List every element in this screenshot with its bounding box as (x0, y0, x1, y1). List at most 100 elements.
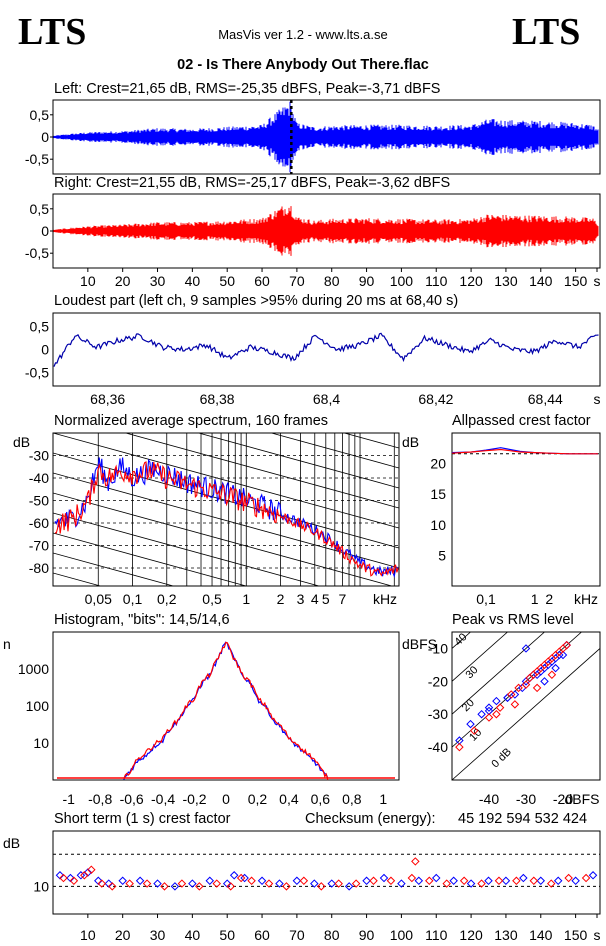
left-waveform-ytick: 0 (41, 129, 49, 145)
spectrum-slope (53, 613, 399, 708)
histogram-xtick: 0,8 (342, 791, 362, 807)
loudest-ytick: -0,5 (25, 364, 49, 380)
short-term-left-point (292, 876, 302, 886)
peak-rms-left-point (492, 696, 501, 706)
short-term-right-point (317, 882, 326, 891)
time-xtick: 90 (359, 273, 375, 289)
spectrum-xtick: 0,05 (85, 591, 112, 607)
time-xtick: 150 (564, 273, 588, 289)
short-term-right-point (236, 873, 246, 883)
short-term-left-point (257, 876, 267, 886)
peak-rms-left-point (455, 736, 464, 745)
peak-rms-right-point (506, 690, 516, 699)
loudest-ytick: 0 (41, 342, 49, 358)
short-term-right-point (494, 876, 504, 886)
peak-rms-right-point (484, 713, 494, 722)
spectrum-slope (53, 532, 248, 586)
short-term-right-point (195, 882, 204, 891)
short-term-ylabel: dB (3, 835, 20, 851)
peak-rms-diagonal-label: 30 (464, 664, 481, 681)
peak-rms-right-point (562, 640, 571, 650)
short-term-right-point (212, 879, 221, 888)
short-term-right-point (97, 879, 107, 888)
spectrum-slope (53, 433, 399, 529)
short-term-left-point (344, 882, 354, 891)
short-term-right-point (442, 879, 451, 888)
time-xtick: 50 (219, 273, 235, 289)
spectrum-xtick: 7 (339, 591, 347, 607)
short-term-right-point (334, 879, 343, 888)
spectrum-ytick: -50 (29, 493, 49, 509)
left-waveform-envelope (53, 101, 599, 173)
peak-rms-left-point (521, 644, 531, 653)
checksum-label: Checksum (energy): (305, 811, 436, 827)
short-term-left-point (135, 876, 145, 886)
histogram-frame (52, 631, 400, 781)
peak-rms-xlabel: dBFS (564, 791, 599, 807)
short-term-right-point (59, 873, 68, 883)
short-term-right-point (177, 879, 187, 888)
short-term-right-point (80, 871, 89, 880)
right-waveform-ytick: 0 (41, 223, 49, 239)
time-xtick: 30 (150, 273, 166, 289)
spectrum-ytick: -40 (29, 470, 49, 486)
loudest-frame (52, 312, 601, 387)
histogram-xtick: 0 (222, 791, 230, 807)
short-term-right-point (351, 879, 361, 888)
peak-rms-right-point (510, 700, 520, 709)
peak-rms-left-point (484, 706, 494, 716)
short-term-left-point (501, 876, 511, 886)
peak-rms-xtick: -40 (479, 791, 499, 807)
loudest-xtick: 68,38 (200, 391, 235, 407)
short-term-right-point (512, 876, 521, 886)
histogram-xtick: -1 (63, 791, 76, 807)
short-term-xtick: 140 (529, 927, 553, 943)
right-waveform-ytick: -0,5 (25, 245, 49, 261)
allpassed-left-line (451, 447, 598, 455)
loudest-ytick: 0,5 (30, 319, 50, 335)
peak-rms-diagonal-label: 0 dB (489, 746, 513, 770)
short-term-left-point (484, 876, 493, 886)
histogram-ytick: 10 (33, 735, 49, 751)
short-term-left-point (536, 876, 546, 886)
histogram-title: Histogram, "bits": 14,5/14,6 (54, 612, 230, 628)
spectrum-right-line (54, 461, 399, 577)
spectrum-slope (53, 633, 399, 728)
peak-rms-xtick: -20 (553, 791, 573, 807)
time-xtick: 10 (80, 273, 96, 289)
allpassed-frame (451, 432, 601, 587)
allpassed-xtick: 0,1 (476, 591, 496, 607)
histogram-xtick: -0,2 (182, 791, 206, 807)
short-term-xtick: 50 (219, 927, 235, 943)
short-term-right-point (247, 876, 256, 886)
brand-right: LTS (512, 11, 581, 53)
short-term-right-point (107, 882, 117, 891)
short-term-left-point (553, 876, 563, 886)
spectrum-ylabel: dB (13, 434, 30, 450)
right-waveform-title: Right: Crest=21,55 dB, RMS=-25,17 dBFS, … (54, 175, 451, 191)
peak-rms-left-point (540, 677, 549, 686)
histogram-ylabel: n (3, 636, 11, 652)
spectrum-slope (53, 653, 399, 748)
spectrum-slope (53, 293, 399, 388)
short-term-left-point (83, 868, 93, 877)
right-waveform-ytick: 0,5 (30, 201, 50, 217)
peak-rms-right-point (495, 703, 505, 712)
spectrum-slope (53, 572, 102, 586)
peak-rms-ylabel: dBFS (402, 636, 437, 652)
short-term-right-point (282, 882, 291, 891)
short-term-xtick: 10 (80, 927, 96, 943)
allpassed-xtick: 2 (545, 591, 553, 607)
histogram-xtick: 0,2 (248, 791, 268, 807)
short-term-xtick: 130 (494, 927, 518, 943)
spectrum-ytick: -70 (29, 538, 49, 554)
time-xtick: s (594, 273, 601, 289)
spectrum-title: Normalized average spectrum, 160 frames (54, 413, 329, 429)
short-term-left-point (571, 876, 580, 886)
short-term-xtick: 60 (254, 927, 270, 943)
left-waveform-ytick: -0,5 (25, 151, 49, 167)
time-xtick: 70 (289, 273, 305, 289)
short-term-left-point (432, 873, 441, 883)
time-xtick: 60 (254, 273, 270, 289)
